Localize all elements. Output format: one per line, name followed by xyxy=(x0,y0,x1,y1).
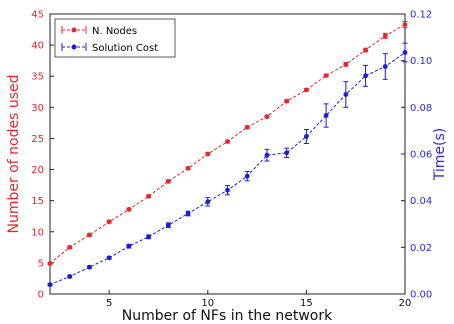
y-left-tick-label: 30 xyxy=(31,103,44,114)
data-point xyxy=(363,47,368,53)
legend-label-nodes: N. Nodes xyxy=(92,26,137,37)
data-point xyxy=(106,255,112,261)
left-axis-ticks: 0 5 10 15 20 25 30 35 40 45 xyxy=(31,10,54,301)
series-line xyxy=(49,52,406,286)
data-point xyxy=(402,22,408,27)
data-point xyxy=(67,244,73,250)
y-left-tick-label: 25 xyxy=(31,134,44,145)
data-point xyxy=(87,264,92,270)
y-axis-left-label: Number of nodes used xyxy=(6,75,22,234)
x-axis-ticks: 5 10 15 20 xyxy=(106,290,411,309)
y-left-tick-label: 40 xyxy=(31,41,44,52)
data-point xyxy=(47,282,53,288)
data-point xyxy=(284,98,290,104)
data-point xyxy=(363,73,368,79)
data-point xyxy=(205,151,211,157)
y-right-tick-label: 0.04 xyxy=(410,196,432,207)
legend-swatch-nodes xyxy=(61,26,87,34)
data-point xyxy=(343,62,349,67)
y-left-tick-label: 5 xyxy=(38,258,44,269)
y-left-tick-label: 45 xyxy=(31,10,44,21)
legend: N. Nodes Solution Cost xyxy=(54,18,176,58)
data-point xyxy=(146,193,152,199)
data-point xyxy=(185,211,191,216)
y-right-tick-label: 0.12 xyxy=(410,10,432,21)
data-point xyxy=(244,124,250,130)
data-point xyxy=(323,73,329,78)
y-right-tick-label: 0.08 xyxy=(410,103,432,114)
x-tick-label: 15 xyxy=(300,298,313,309)
data-point xyxy=(303,87,309,93)
data-point xyxy=(323,113,329,118)
x-tick-label: 10 xyxy=(201,298,214,309)
y-left-tick-label: 10 xyxy=(31,227,44,238)
y-left-tick-label: 35 xyxy=(31,72,44,83)
legend-swatch-cost xyxy=(61,43,87,51)
data-point xyxy=(244,173,250,179)
data-point xyxy=(146,234,152,240)
data-point xyxy=(126,243,132,249)
data-point xyxy=(165,178,171,184)
y-right-tick-label: 0.10 xyxy=(410,56,432,67)
data-point xyxy=(126,206,132,212)
data-point xyxy=(382,64,388,69)
y-left-tick-label: 20 xyxy=(31,165,44,176)
data-point xyxy=(264,114,270,120)
x-tick-label: 20 xyxy=(399,298,412,309)
right-axis-ticks: 0.00 0.02 0.04 0.06 0.08 0.10 0.12 xyxy=(401,10,432,301)
y-right-tick-label: 0.02 xyxy=(410,243,432,254)
data-point xyxy=(67,274,73,279)
data-point xyxy=(225,187,230,193)
data-point xyxy=(165,222,171,228)
data-point xyxy=(303,134,309,139)
series-nodes xyxy=(47,20,408,266)
data-point xyxy=(343,92,349,97)
data-point xyxy=(185,165,191,171)
data-point xyxy=(106,219,112,225)
legend-label-cost: Solution Cost xyxy=(92,43,158,54)
y-right-tick-label: 0.00 xyxy=(410,290,432,301)
y-right-tick-label: 0.06 xyxy=(410,150,432,161)
y-left-tick-label: 0 xyxy=(38,290,44,301)
data-point xyxy=(402,50,408,55)
series-line xyxy=(49,24,406,264)
series-cost xyxy=(47,42,408,288)
x-axis-label: Number of NFs in the network xyxy=(122,308,333,324)
data-point xyxy=(205,199,211,205)
data-point xyxy=(87,232,92,238)
data-point xyxy=(47,261,53,266)
series-layer xyxy=(47,20,408,288)
data-point xyxy=(284,150,290,156)
y-axis-right-label: Time(s) xyxy=(432,128,448,181)
data-point xyxy=(382,33,388,39)
y-left-tick-label: 15 xyxy=(31,196,44,207)
legend-box xyxy=(54,18,176,58)
data-point xyxy=(264,152,270,158)
data-point xyxy=(225,139,230,144)
x-tick-label: 5 xyxy=(106,298,112,309)
